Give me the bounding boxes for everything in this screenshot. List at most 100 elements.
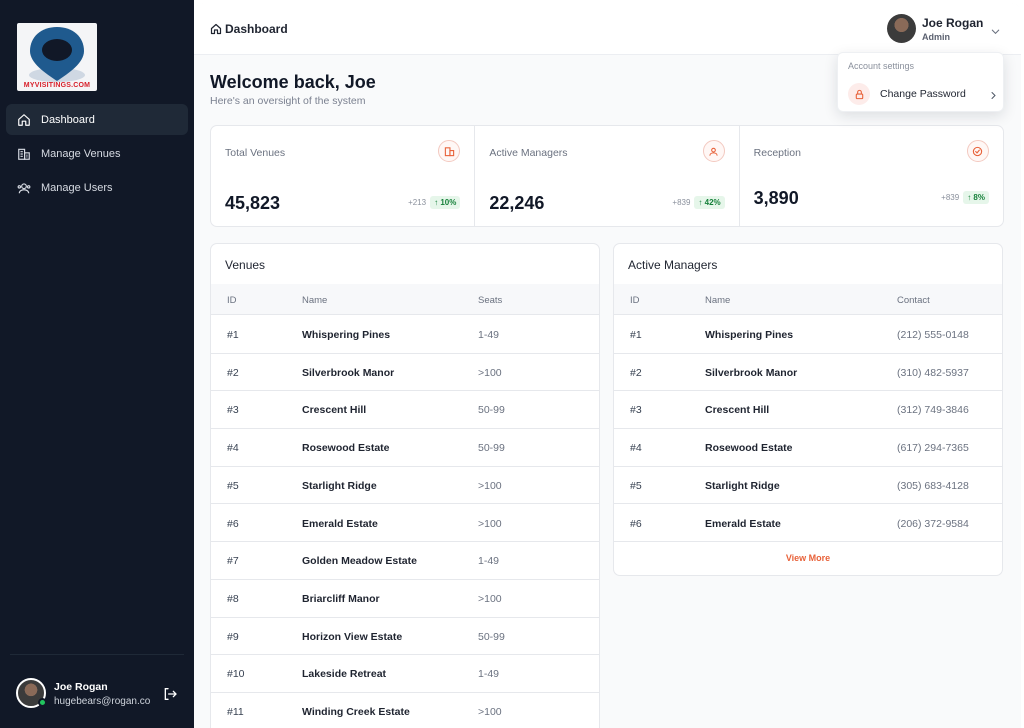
cell-seats: >100 <box>478 592 502 605</box>
sidebar-item-label: Manage Venues <box>41 147 121 160</box>
cell-name: Emerald Estate <box>302 517 378 530</box>
cell-name: Golden Meadow Estate <box>302 555 417 568</box>
cell-seats: 1-49 <box>478 329 500 341</box>
table-row[interactable]: #4 Rosewood Estate 50-99 <box>211 429 599 467</box>
dropdown-title: Account settings <box>848 61 915 71</box>
stat-delta: +213 ↑ 10% <box>408 196 461 209</box>
table-row[interactable]: #2 Silverbrook Manor (310) 482-5937 <box>614 354 1002 392</box>
avatar[interactable] <box>887 14 916 43</box>
venues-table: Venues ID Name Seats #1 Whispering Pines 1… <box>210 243 600 728</box>
cell-seats: 1-49 <box>478 668 500 681</box>
cell-contact: (206) 372-9584 <box>897 517 969 530</box>
stat-label: Active Managers <box>489 147 568 159</box>
column-header[interactable]: Contact <box>897 295 930 306</box>
sidebar: MYVISITINGS.COM Dashboard Manage Venues … <box>0 0 194 728</box>
change-password-label: Change Password <box>880 88 966 100</box>
cell-contact: (212) 555-0148 <box>897 329 969 341</box>
table-row[interactable]: #1 Whispering Pines (212) 555-0148 <box>614 316 1002 354</box>
card-title: Venues <box>225 258 266 272</box>
user-name: Joe Rogan <box>922 16 984 30</box>
cell-id: #2 <box>630 366 642 379</box>
account-dropdown: Account settings Change Password <box>837 52 1004 112</box>
cell-seats: 1-49 <box>478 555 500 568</box>
avatar[interactable] <box>16 678 47 708</box>
user-menu[interactable]: Joe Rogan Admin <box>887 14 1012 44</box>
cell-name: Whispering Pines <box>705 329 794 341</box>
column-header[interactable]: ID <box>630 295 640 306</box>
page-title: Welcome back, Joe <box>210 72 376 92</box>
stat-percent-badge: ↑ 8% <box>963 191 989 204</box>
cell-seats: >100 <box>478 517 502 530</box>
column-header[interactable]: ID <box>227 295 237 306</box>
breadcrumb[interactable]: Dashboard <box>210 22 288 36</box>
column-header[interactable]: Name <box>302 295 328 306</box>
check-circle-icon <box>966 140 989 162</box>
table-row[interactable]: #8 Briarcliff Manor >100 <box>211 580 599 618</box>
stat-percent-badge: ↑ 10% <box>430 196 461 209</box>
table-header: ID Name Seats <box>211 284 599 315</box>
profile-name: Joe Rogan <box>54 681 108 693</box>
cell-id: #1 <box>630 329 642 341</box>
users-icon <box>17 181 31 195</box>
table-row[interactable]: #9 Horizon View Estate 50-99 <box>211 618 599 656</box>
table-row[interactable]: #1 Whispering Pines 1-49 <box>211 316 599 354</box>
table-row[interactable]: #11 Winding Creek Estate >100 <box>211 693 599 728</box>
column-header[interactable]: Name <box>705 295 731 306</box>
table-row[interactable]: #7 Golden Meadow Estate 1-49 <box>211 542 599 580</box>
table-row[interactable]: #6 Emerald Estate >100 <box>211 505 599 543</box>
sidebar-item-manage-venues[interactable]: Manage Venues <box>6 138 188 169</box>
chevron-down-icon[interactable] <box>990 24 1001 42</box>
logout-icon[interactable] <box>162 686 178 702</box>
cell-id: #5 <box>630 479 642 492</box>
main-content: Dashboard Joe Rogan Admin Account settin… <box>194 3 1021 728</box>
column-header[interactable]: Seats <box>478 295 503 306</box>
stat-delta: +839 ↑ 8% <box>941 191 989 204</box>
cell-id: #4 <box>630 442 642 455</box>
cell-contact: (312) 749-3846 <box>897 404 969 417</box>
table-row[interactable]: #6 Emerald Estate (206) 372-9584 <box>614 505 1002 543</box>
cell-id: #5 <box>227 479 239 492</box>
cell-id: #6 <box>630 517 642 530</box>
table-row[interactable]: #2 Silverbrook Manor >100 <box>211 354 599 392</box>
cell-contact: (305) 683-4128 <box>897 479 969 492</box>
user-role: Admin <box>922 32 950 42</box>
stat-active-managers: Active Managers 22,246 +839 ↑ 42% <box>474 126 738 226</box>
cell-name: Crescent Hill <box>302 404 367 417</box>
table-header: ID Name Contact <box>614 284 1002 315</box>
cell-contact: (617) 294-7365 <box>897 442 969 455</box>
table-row[interactable]: #4 Rosewood Estate (617) 294-7365 <box>614 429 1002 467</box>
stat-value: 45,823 <box>225 193 281 213</box>
stat-delta: +839 ↑ 42% <box>672 196 725 209</box>
cell-id: #9 <box>227 630 239 643</box>
cell-id: #11 <box>227 706 244 718</box>
table-row[interactable]: #3 Crescent Hill (312) 749-3846 <box>614 391 1002 430</box>
stat-delta-count: +839 <box>672 198 691 207</box>
sidebar-item-dashboard[interactable]: Dashboard <box>6 104 188 135</box>
stat-delta-count: +213 <box>408 198 427 207</box>
table-row[interactable]: #5 Starlight Ridge (305) 683-4128 <box>614 467 1002 505</box>
change-password-item[interactable]: Change Password <box>838 79 1003 109</box>
cell-name: Starlight Ridge <box>302 479 377 492</box>
view-more-link[interactable]: View More <box>785 553 831 563</box>
page-subtitle: Here's an oversight of the system <box>210 95 366 107</box>
cell-name: Crescent Hill <box>705 404 770 417</box>
sidebar-divider <box>10 654 184 655</box>
stat-total-venues: Total Venues 45,823 +213 ↑ 10% <box>211 126 474 226</box>
table-row[interactable]: #10 Lakeside Retreat 1-49 <box>211 655 599 693</box>
stat-label: Reception <box>753 147 801 159</box>
cell-seats: >100 <box>478 366 502 379</box>
chevron-right-icon <box>989 88 998 106</box>
brand-logo[interactable]: MYVISITINGS.COM <box>17 23 97 91</box>
sidebar-item-label: Manage Users <box>41 181 113 194</box>
cell-id: #4 <box>227 442 239 455</box>
sidebar-item-manage-users[interactable]: Manage Users <box>6 172 188 203</box>
cell-seats: 50-99 <box>478 630 505 643</box>
home-icon <box>210 23 222 35</box>
cell-name: Whispering Pines <box>302 329 391 341</box>
cell-name: Silverbrook Manor <box>302 366 395 379</box>
table-row[interactable]: #5 Starlight Ridge >100 <box>211 467 599 505</box>
cell-id: #3 <box>630 404 642 417</box>
table-row[interactable]: #3 Crescent Hill 50-99 <box>211 391 599 430</box>
stat-value: 3,890 <box>753 188 799 208</box>
cell-name: Silverbrook Manor <box>705 366 798 379</box>
